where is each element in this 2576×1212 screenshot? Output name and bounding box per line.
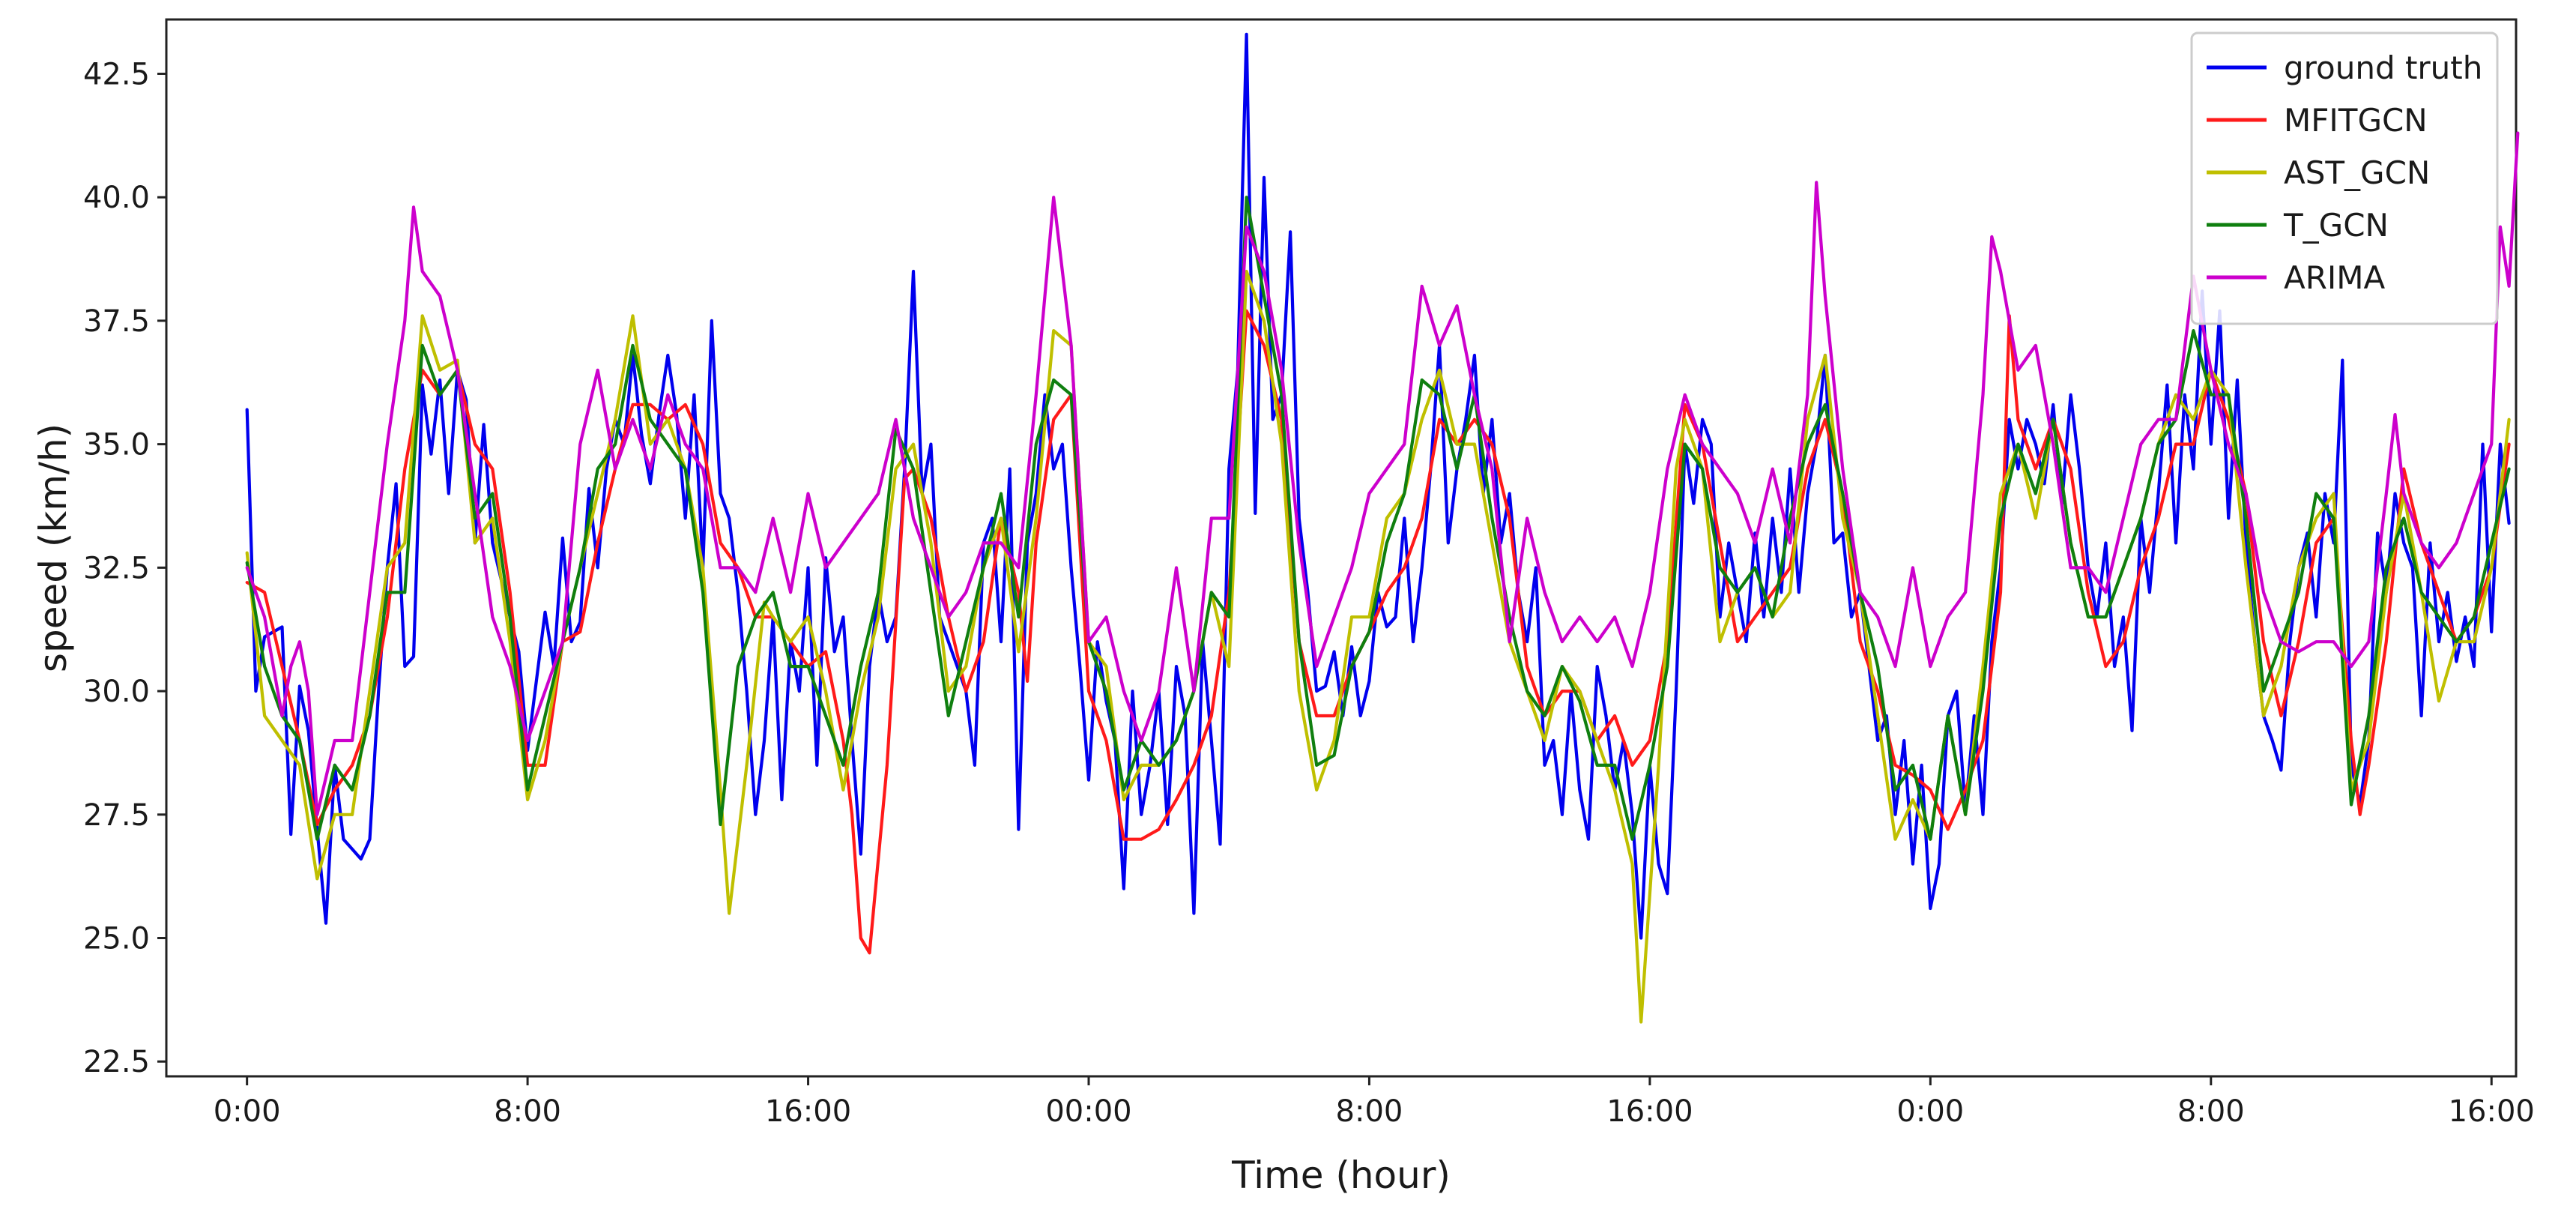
y-tick-label: 30.0 xyxy=(83,675,150,709)
x-tick-label: 8:00 xyxy=(1336,1094,1403,1129)
series-line-arima xyxy=(245,131,2520,816)
x-tick-label: 0:00 xyxy=(1896,1094,1964,1129)
y-tick-label: 32.5 xyxy=(83,551,150,585)
y-axis: 22.5 25.0 27.5 30.0 32.5 35.0 37.5 40.0 42.5 xyxy=(83,57,166,1079)
y-tick-label: 40.0 xyxy=(83,181,150,215)
legend: ground truth MFITGCN AST_GCN T_GCN ARIMA xyxy=(2190,31,2499,325)
plot-area xyxy=(165,18,2518,1078)
y-tick-label: 37.5 xyxy=(83,304,150,339)
y-tick-label: 42.5 xyxy=(83,57,150,91)
series-line-t-gcn xyxy=(245,196,2511,841)
x-axis-label: Time (hour) xyxy=(1231,1154,1451,1197)
y-tick-label: 22.5 xyxy=(83,1045,150,1079)
y-tick-label: 27.5 xyxy=(83,798,150,833)
legend-box xyxy=(2190,31,2499,325)
y-tick-label: 35.0 xyxy=(83,428,150,462)
legend-label: AST_GCN xyxy=(2284,154,2430,191)
x-tick-label: 16:00 xyxy=(2449,1094,2535,1129)
legend-label: ground truth xyxy=(2284,49,2482,86)
x-tick-label: 16:00 xyxy=(1606,1094,1693,1129)
legend-label: ARIMA xyxy=(2284,259,2386,296)
series-layer xyxy=(245,32,2520,1024)
x-tick-label: 0:00 xyxy=(214,1094,281,1129)
series-line-mfitgcn xyxy=(245,309,2511,955)
legend-label: T_GCN xyxy=(2283,207,2389,244)
y-tick-label: 25.0 xyxy=(83,922,150,956)
legend-label: MFITGCN xyxy=(2284,102,2428,139)
x-tick-label: 00:00 xyxy=(1045,1094,1131,1129)
x-tick-label: 8:00 xyxy=(494,1094,561,1129)
x-tick-label: 16:00 xyxy=(765,1094,851,1129)
x-tick-label: 8:00 xyxy=(2177,1094,2245,1129)
y-axis-label: speed (km/h) xyxy=(31,423,75,672)
x-axis: 0:00 8:00 16:00 00:00 8:00 16:00 0:00 8:00 16:00 xyxy=(214,1076,2535,1129)
